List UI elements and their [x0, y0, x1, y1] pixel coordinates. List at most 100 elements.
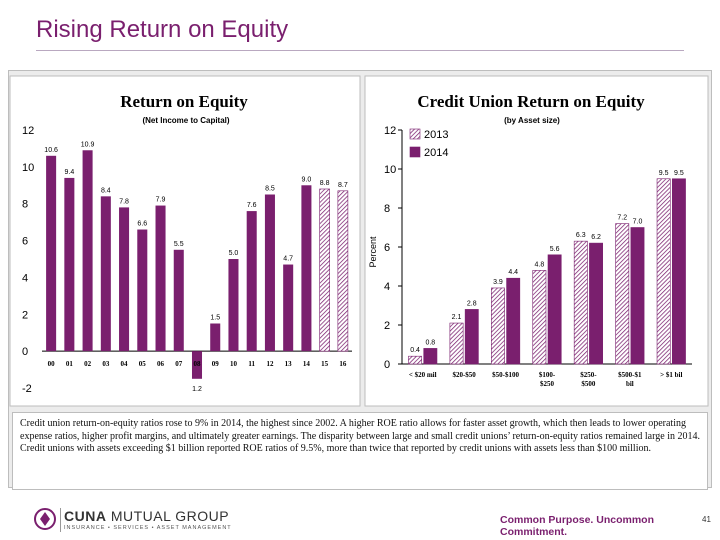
left-bar	[137, 229, 148, 352]
left-category-label: 01	[66, 360, 74, 368]
left-bar	[283, 264, 294, 352]
right-bar-2013	[408, 355, 423, 365]
left-category-label: 06	[157, 360, 165, 368]
left-category-label: 04	[121, 360, 129, 368]
left-category-label: 16	[339, 360, 347, 368]
left-data-label: 5.0	[229, 250, 239, 257]
right-category-label: $500-$1	[618, 371, 642, 379]
left-category-label: 03	[102, 360, 110, 368]
left-category-label: 02	[84, 360, 92, 368]
left-category-label: 05	[139, 360, 147, 368]
left-data-label: 7.9	[156, 197, 166, 204]
right-category-label: > $1 bil	[660, 371, 682, 379]
right-data-label: 4.4	[508, 269, 518, 276]
right-bar-2013	[573, 240, 588, 365]
legend-label-2014: 2014	[424, 147, 448, 159]
right-data-label: 0.4	[410, 347, 420, 354]
right-y-tick-label: 12	[384, 125, 396, 137]
left-bar	[319, 188, 330, 352]
roe-by-asset-size-chart: Credit Union Return on Equity (by Asset …	[364, 75, 709, 407]
left-data-label: 1.2	[192, 386, 202, 393]
right-bar-2014	[630, 227, 645, 365]
right-data-label: 7.0	[633, 219, 643, 226]
left-data-label: 4.7	[283, 256, 293, 263]
left-data-label: 9.4	[64, 169, 74, 176]
left-data-label: 8.7	[338, 182, 348, 189]
right-category-label: $500	[581, 380, 596, 388]
right-data-label: 2.1	[452, 314, 462, 321]
right-y-axis-label: Percent	[368, 236, 378, 268]
right-chart-subtitle: (by Asset size)	[504, 116, 560, 125]
left-category-label: 14	[303, 360, 311, 368]
right-category-label: $50-$100	[492, 371, 519, 379]
left-bar	[264, 194, 275, 352]
right-data-label: 7.2	[617, 215, 627, 222]
right-bar-2014	[464, 309, 479, 365]
right-y-tick-label: 4	[384, 281, 390, 293]
left-chart-subtitle: (Net Income to Capital)	[142, 116, 229, 125]
right-y-tick-label: 2	[384, 320, 390, 332]
left-data-label: 7.6	[247, 202, 257, 209]
left-bar	[100, 196, 111, 352]
right-y-tick-label: 8	[384, 203, 390, 215]
right-bar-2013	[532, 270, 547, 365]
left-bar	[246, 211, 257, 352]
left-category-label: 10	[230, 360, 238, 368]
left-data-label: 1.5	[210, 315, 220, 322]
right-category-label: $250	[540, 380, 555, 388]
roe-history-chart: Return on Equity (Net Income to Capital)…	[9, 75, 361, 407]
left-y-tick-label: -2	[22, 383, 32, 395]
legend-label-2013: 2013	[424, 129, 448, 141]
left-data-label: 9.0	[302, 176, 312, 183]
cuna-logo-icon	[34, 508, 56, 530]
left-bar	[337, 190, 349, 352]
right-category-label: $250-	[580, 371, 597, 379]
title-rule	[36, 50, 684, 51]
right-category-label: bil	[626, 380, 634, 388]
right-y-tick-label: 10	[384, 164, 396, 176]
left-data-label: 8.8	[320, 180, 330, 187]
right-y-tick-label: 0	[384, 359, 390, 371]
left-y-tick-label: 4	[22, 272, 28, 284]
left-data-label: 8.5	[265, 186, 275, 193]
right-bar-2014	[506, 277, 521, 365]
right-data-label: 3.9	[493, 279, 503, 286]
right-bar-2013	[449, 322, 464, 365]
logo-separator	[60, 508, 61, 532]
left-data-label: 10.6	[44, 147, 58, 154]
right-category-label: < $20 mil	[409, 371, 437, 379]
left-y-tick-label: 8	[22, 199, 28, 211]
left-data-label: 6.6	[137, 221, 147, 228]
logo-name-rest: MUTUAL GROUP	[106, 508, 230, 524]
right-data-label: 0.8	[425, 339, 435, 346]
right-bar-2014	[423, 348, 438, 365]
left-category-label: 07	[175, 360, 183, 368]
left-y-tick-label: 2	[22, 309, 28, 321]
right-bar-2014	[547, 254, 562, 365]
left-data-label: 5.5	[174, 241, 184, 248]
right-data-label: 5.6	[550, 246, 560, 253]
page-number: 41	[702, 515, 711, 524]
left-category-label: 00	[48, 360, 56, 368]
left-y-tick-label: 6	[22, 236, 28, 248]
left-bar	[228, 259, 239, 352]
caption-text: Credit union return-on-equity ratios ros…	[12, 412, 708, 490]
left-bar	[173, 249, 184, 352]
left-category-label: 08	[194, 360, 202, 368]
left-bar	[191, 351, 203, 379]
slide-title: Rising Return on Equity	[36, 16, 289, 43]
logo-name-bold: CUNA	[64, 508, 107, 524]
left-bar	[82, 150, 93, 352]
left-bar	[301, 185, 312, 352]
logo-subline: INSURANCE • SERVICES • ASSET MANAGEMENT	[64, 525, 232, 531]
left-category-label: 11	[248, 360, 255, 368]
left-bar	[46, 155, 57, 352]
right-data-label: 9.5	[674, 170, 684, 177]
right-y-tick-label: 6	[384, 242, 390, 254]
right-data-label: 9.5	[659, 170, 669, 177]
left-bar	[210, 323, 221, 352]
left-y-tick-label: 0	[22, 346, 28, 358]
left-y-tick-label: 10	[22, 162, 34, 174]
right-category-label: $100-	[539, 371, 556, 379]
right-bar-2013	[656, 178, 671, 365]
